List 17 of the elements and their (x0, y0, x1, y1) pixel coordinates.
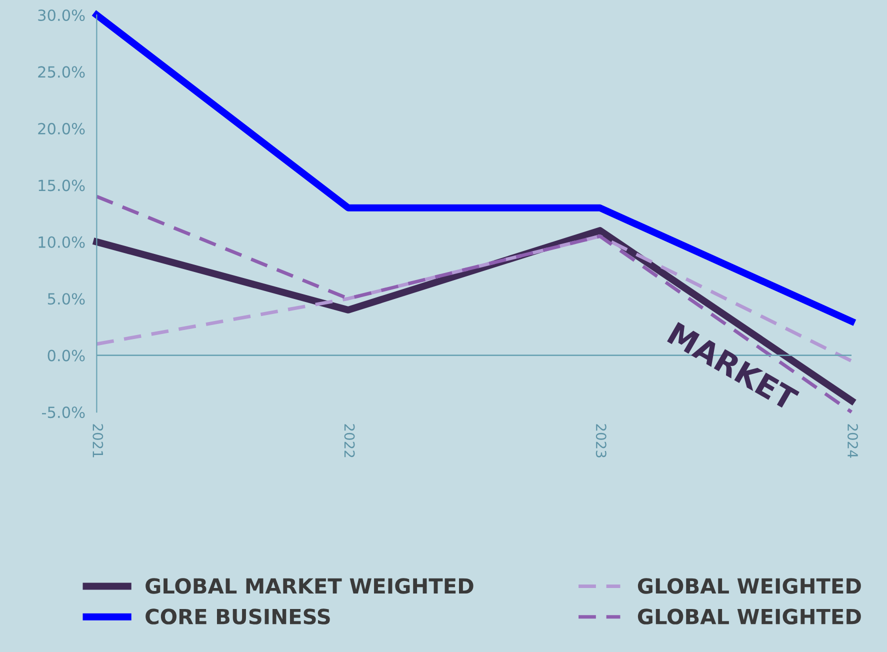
x-tick-label: 2024 (847, 424, 858, 458)
y-tick-label: 5.0% (48, 293, 85, 305)
y-tick-label: 15.0% (38, 180, 85, 192)
y-tick-label: 0.0% (48, 350, 85, 362)
legend-label: GLOBAL WEIGHTED (638, 608, 861, 624)
legend-label: CORE BUSINESS (146, 608, 330, 624)
x-tick-label: 2022 (344, 424, 355, 458)
y-tick-label: 30.0% (38, 9, 85, 22)
y-tick-label: 10.0% (38, 236, 85, 248)
x-tick-label: 2023 (596, 424, 606, 458)
y-tick-label: 25.0% (38, 66, 85, 78)
legend-label: GLOBAL MARKET WEIGHTED (146, 578, 474, 594)
legend-label: GLOBAL WEIGHTED (638, 578, 861, 594)
x-tick-label: 2021 (92, 424, 104, 458)
line-series (94, 194, 854, 414)
y-tick-label: 20.0% (38, 122, 85, 134)
y-tick-label: -5.0% (42, 406, 85, 418)
